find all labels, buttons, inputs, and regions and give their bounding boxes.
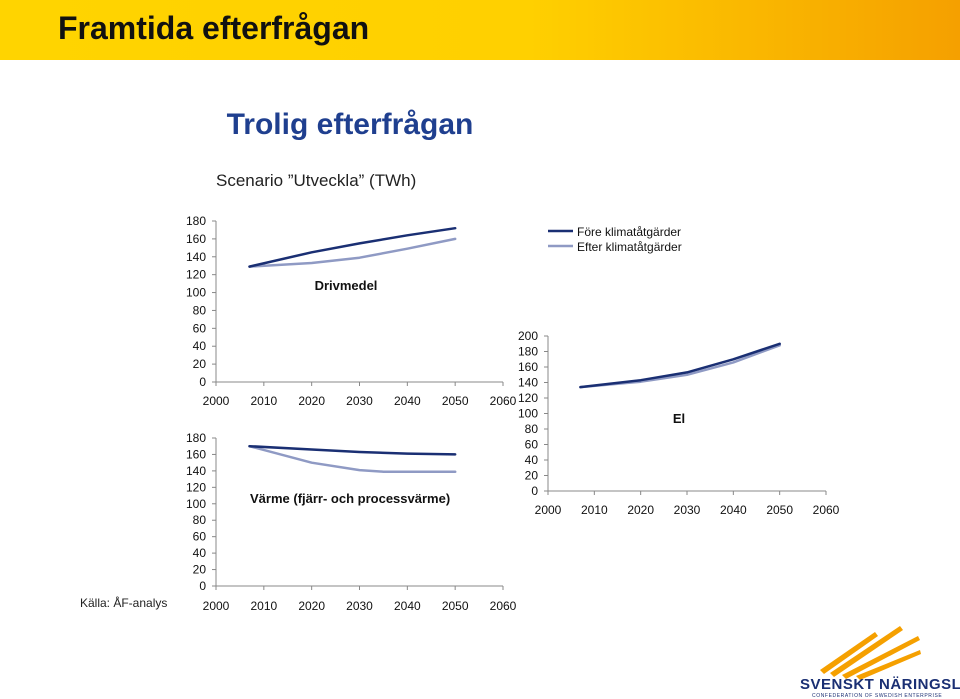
- y-tick-label: 140: [186, 250, 206, 264]
- logo-ray-3: [842, 636, 920, 679]
- logo-tagline: CONFEDERATION OF SWEDISH ENTERPRISE: [812, 693, 943, 699]
- source-note: Källa: ÅF-analys: [80, 596, 168, 610]
- y-tick-label: 60: [193, 321, 207, 335]
- y-tick-label: 20: [525, 469, 539, 483]
- y-tick-label: 20: [193, 563, 207, 577]
- series-line-before: [248, 444, 457, 456]
- header-title: Framtida efterfrågan: [58, 10, 370, 46]
- series-line-before: [579, 342, 781, 389]
- x-tick-label: 2020: [298, 599, 325, 613]
- x-tick-label: 2030: [346, 599, 373, 613]
- y-tick-label: 180: [518, 345, 538, 359]
- y-tick-label: 100: [186, 497, 206, 511]
- y-tick-label: 80: [193, 513, 207, 527]
- x-tick-label: 2040: [720, 503, 747, 517]
- y-tick-label: 0: [199, 579, 206, 593]
- x-tick-label: 2000: [535, 503, 562, 517]
- y-tick-label: 100: [186, 286, 206, 300]
- header-bar: Framtida efterfrågan: [0, 0, 960, 60]
- y-tick-label: 180: [186, 431, 206, 445]
- logo-text: SVENSKT NÄRINGSLIV: [800, 676, 960, 693]
- chart-title: Drivmedel: [315, 278, 378, 293]
- series-line-after: [248, 237, 457, 268]
- x-tick-label: 2010: [250, 599, 277, 613]
- y-tick-label: 120: [186, 268, 206, 282]
- y-tick-label: 180: [186, 214, 206, 228]
- x-tick-label: 2010: [250, 394, 277, 408]
- y-tick-label: 40: [193, 339, 207, 353]
- y-tick-label: 0: [199, 375, 206, 389]
- legend-label-after: Efter klimatåtgärder: [577, 240, 682, 254]
- x-tick-label: 2050: [442, 599, 469, 613]
- logo-ray-2: [830, 626, 903, 677]
- x-tick-label: 2020: [298, 394, 325, 408]
- y-tick-label: 100: [518, 407, 538, 421]
- x-tick-label: 2040: [394, 394, 421, 408]
- series-line-before: [248, 226, 457, 268]
- y-tick-label: 160: [186, 232, 206, 246]
- x-tick-label: 2060: [490, 394, 517, 408]
- y-tick-label: 120: [518, 391, 538, 405]
- x-tick-label: 2040: [394, 599, 421, 613]
- y-tick-label: 0: [531, 484, 538, 498]
- y-tick-label: 60: [193, 530, 207, 544]
- y-tick-label: 120: [186, 480, 206, 494]
- series-line-after: [579, 344, 781, 389]
- legend: Före klimatåtgärder Efter klimatåtgärder: [548, 225, 682, 254]
- series-line-after: [248, 444, 457, 473]
- y-tick-label: 140: [518, 376, 538, 390]
- x-tick-label: 2030: [674, 503, 701, 517]
- y-tick-label: 60: [525, 438, 539, 452]
- x-tick-label: 2050: [442, 394, 469, 408]
- legend-label-before: Före klimatåtgärder: [577, 225, 681, 239]
- logo-ray-1: [820, 632, 878, 674]
- y-tick-label: 20: [193, 357, 207, 371]
- slide-subtitle: Scenario ”Utveckla” (TWh): [216, 171, 417, 190]
- x-tick-label: 2050: [766, 503, 793, 517]
- x-tick-label: 2000: [203, 394, 230, 408]
- x-tick-label: 2060: [813, 503, 840, 517]
- x-tick-label: 2020: [627, 503, 654, 517]
- chart-title: El: [673, 411, 685, 426]
- logo-ray-4: [856, 650, 921, 680]
- y-tick-label: 80: [193, 303, 207, 317]
- x-tick-label: 2030: [346, 394, 373, 408]
- y-tick-label: 140: [186, 464, 206, 478]
- svenskt-naringsliv-logo: [820, 626, 921, 680]
- y-tick-label: 160: [518, 360, 538, 374]
- x-tick-label: 2000: [203, 599, 230, 613]
- y-tick-label: 160: [186, 447, 206, 461]
- y-tick-label: 80: [525, 422, 539, 436]
- y-tick-label: 40: [193, 546, 207, 560]
- y-tick-label: 200: [518, 329, 538, 343]
- x-tick-label: 2010: [581, 503, 608, 517]
- slide-title: Trolig efterfrågan: [226, 108, 474, 141]
- chart-title: Värme (fjärr- och processvärme): [250, 491, 450, 506]
- x-tick-label: 2060: [490, 599, 517, 613]
- y-tick-label: 40: [525, 453, 539, 467]
